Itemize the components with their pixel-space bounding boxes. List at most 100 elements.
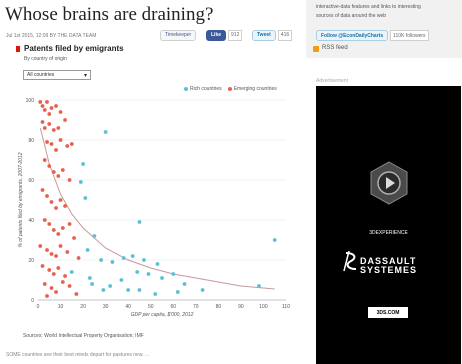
- data-point-emerging: [60, 226, 65, 230]
- x-tick-label: 70: [193, 304, 199, 310]
- data-point-rich: [171, 272, 176, 276]
- advertisement-banner[interactable]: [316, 86, 461, 364]
- data-point-rich: [110, 260, 115, 264]
- data-point-emerging: [65, 144, 70, 148]
- data-point-emerging: [69, 142, 74, 146]
- data-point-emerging: [47, 164, 52, 168]
- facebook-like-button[interactable]: Like 912: [206, 29, 243, 41]
- legend-label-rich: Rich countries: [190, 86, 222, 92]
- data-point-rich: [160, 276, 164, 280]
- y-tick-label: 80: [28, 138, 34, 144]
- tweet-count: 416: [277, 29, 293, 41]
- y-tick-label: 100: [26, 98, 35, 104]
- trend-line: [39, 127, 275, 290]
- data-point-emerging: [63, 204, 67, 208]
- y-tick-label: 20: [28, 258, 34, 264]
- data-point-emerging: [49, 106, 54, 110]
- y-tick-label: 40: [28, 218, 34, 224]
- data-point-rich: [155, 262, 160, 266]
- x-tick-label: 10: [58, 304, 64, 310]
- data-point-emerging: [56, 232, 61, 236]
- data-point-emerging: [54, 104, 58, 108]
- data-point-emerging: [65, 250, 70, 254]
- data-point-rich: [85, 248, 90, 252]
- data-point-emerging: [42, 108, 47, 112]
- chart-title: Patents filed by emigrants: [24, 44, 124, 53]
- timekeeper-label: Timekeeper: [160, 29, 197, 41]
- legend-dot-rich: [184, 86, 188, 91]
- data-point-rich: [101, 288, 106, 292]
- data-point-emerging: [54, 254, 58, 258]
- data-point-emerging: [42, 218, 47, 222]
- data-point-rich: [257, 284, 261, 288]
- y-tick-label: 0: [31, 298, 34, 304]
- facebook-like-label: Like: [206, 29, 227, 41]
- data-point-rich: [182, 282, 187, 286]
- data-point-emerging: [49, 200, 54, 204]
- data-point-rich: [83, 196, 88, 200]
- data-point-rich: [135, 270, 140, 274]
- ad-label: Advertisement: [316, 78, 348, 84]
- data-point-emerging: [74, 292, 79, 296]
- data-point-rich: [92, 234, 97, 238]
- data-point-emerging: [47, 222, 52, 226]
- timekeeper-button[interactable]: Timekeeper: [160, 29, 197, 41]
- ad-brand-name: DASSAULT SYSTEMES: [360, 257, 450, 275]
- data-point-rich: [137, 220, 142, 224]
- x-tick-label: 60: [170, 304, 176, 310]
- rss-feed-link[interactable]: RSS feed: [322, 45, 348, 51]
- twitter-follow-button[interactable]: Follow @EconDailyCharts 110K followers: [316, 30, 429, 41]
- data-point-emerging: [51, 272, 56, 276]
- legend-dot-emerging: [227, 86, 232, 91]
- scatter-plot: 0 20 40 60 80 100 0 10 20 30 40 50 60 70 80 90 100 110 GDP…: [18, 98, 290, 318]
- x-axis-label: GDP per capita, $'000, 2012: [131, 312, 194, 318]
- data-point-rich: [78, 180, 83, 184]
- tweet-button[interactable]: Tweet 416: [252, 29, 293, 41]
- y-tick-label: 60: [28, 178, 34, 184]
- data-point-emerging: [40, 120, 45, 124]
- data-point-emerging: [40, 188, 45, 192]
- data-point-emerging: [60, 168, 65, 172]
- data-point-emerging: [67, 284, 72, 288]
- data-point-emerging: [58, 138, 63, 142]
- data-point-emerging: [47, 122, 52, 126]
- data-point-emerging: [45, 294, 49, 298]
- twitter-follow-count: 110K followers: [390, 30, 429, 41]
- sidebar-blog-info: [306, 0, 462, 58]
- data-point-emerging: [72, 236, 76, 240]
- data-point-emerging: [51, 128, 56, 132]
- facebook-like-count: 912: [228, 29, 243, 41]
- data-point-rich: [175, 290, 180, 294]
- rss-icon[interactable]: [313, 46, 319, 52]
- legend-item-rich: Rich countries: [184, 86, 222, 92]
- data-point-rich: [200, 288, 205, 292]
- data-point-emerging: [63, 118, 67, 122]
- country-select[interactable]: All countries ▾: [23, 70, 91, 80]
- data-point-rich: [146, 272, 151, 276]
- data-point-emerging: [67, 222, 72, 226]
- data-point-emerging: [56, 266, 61, 270]
- data-point-emerging: [51, 170, 56, 174]
- article-title: Whose brains are draining?: [5, 4, 214, 25]
- y-axis-label: % of patents filed by emigrants, 2007-20…: [18, 152, 24, 247]
- data-point-emerging: [42, 282, 47, 286]
- data-point-emerging: [56, 174, 61, 178]
- data-point-emerging: [42, 126, 47, 130]
- data-point-emerging: [51, 228, 56, 232]
- data-point-emerging: [45, 194, 49, 198]
- data-point-rich: [90, 282, 95, 286]
- data-point-rich: [119, 278, 124, 282]
- data-point-rich: [81, 162, 85, 166]
- chevron-down-icon: ▾: [83, 73, 87, 79]
- 3dexperience-logo-icon: [370, 161, 408, 205]
- data-point-emerging: [47, 268, 52, 272]
- x-tick-label: 30: [103, 304, 109, 310]
- data-point-emerging: [49, 286, 54, 290]
- ad-cta-button[interactable]: 3DS.COM: [368, 307, 408, 318]
- data-point-rich: [142, 258, 146, 262]
- data-point-emerging: [60, 280, 65, 284]
- data-point-rich: [87, 276, 92, 280]
- data-point-emerging: [42, 158, 47, 162]
- data-point-rich: [121, 256, 126, 260]
- data-point-rich: [130, 254, 135, 258]
